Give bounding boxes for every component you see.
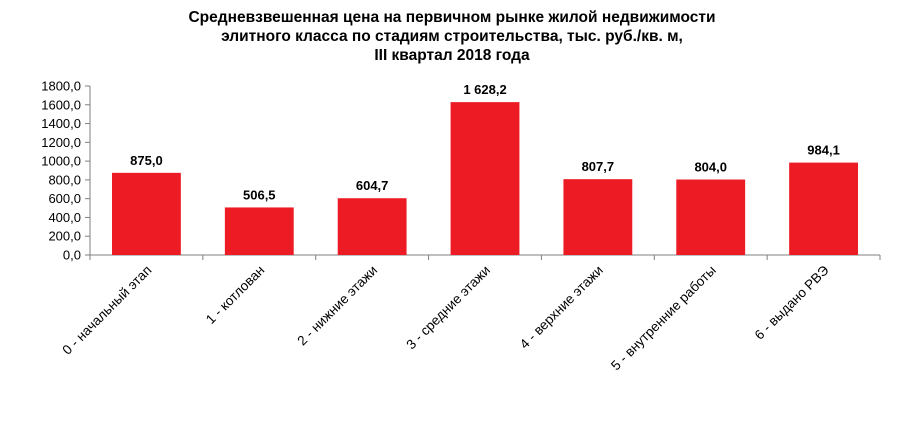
y-tick-label: 1600,0	[41, 97, 81, 112]
bar	[224, 207, 294, 255]
y-tick-label: 1800,0	[41, 79, 81, 94]
data-label: 875,0	[130, 153, 163, 168]
bar	[337, 198, 407, 255]
category-label: 4 - верхние этажи	[517, 263, 606, 352]
category-label: 3 - средние этажи	[403, 263, 493, 353]
bar	[676, 179, 746, 255]
data-label: 984,1	[807, 143, 840, 158]
category-label: 1 - котлован	[203, 263, 267, 327]
data-label: 1 628,2	[463, 82, 506, 97]
data-label: 604,7	[356, 178, 389, 193]
y-tick-label: 400,0	[48, 210, 81, 225]
y-tick-label: 1400,0	[41, 116, 81, 131]
bar	[563, 179, 633, 255]
category-label: 5 - внутренние работы	[608, 263, 719, 374]
data-label: 807,7	[582, 159, 615, 174]
chart-title-line-1: Средневзвешенная цена на первичном рынке…	[188, 9, 716, 26]
chart-title-line-3: III квартал 2018 года	[374, 47, 530, 64]
y-tick-label: 800,0	[48, 172, 81, 187]
chart-title-line-2: элитного класса по стадиям строительства…	[221, 28, 683, 45]
chart-title: Средневзвешенная цена на первичном рынке…	[0, 8, 904, 65]
category-label: 6 - выдано РВЭ	[752, 262, 832, 342]
y-tick-label: 1000,0	[41, 154, 81, 169]
category-label: 0 - начальный этап	[59, 263, 154, 358]
data-label: 506,5	[243, 187, 276, 202]
y-tick-label: 0,0	[63, 248, 81, 263]
y-tick-label: 200,0	[48, 229, 81, 244]
y-tick-label: 1200,0	[41, 135, 81, 150]
bar	[789, 162, 858, 255]
bar	[450, 102, 520, 255]
y-tick-label: 600,0	[48, 191, 81, 206]
category-label: 2 - нижние этажи	[294, 263, 380, 349]
bar	[112, 172, 181, 255]
data-label: 804,0	[694, 160, 727, 175]
